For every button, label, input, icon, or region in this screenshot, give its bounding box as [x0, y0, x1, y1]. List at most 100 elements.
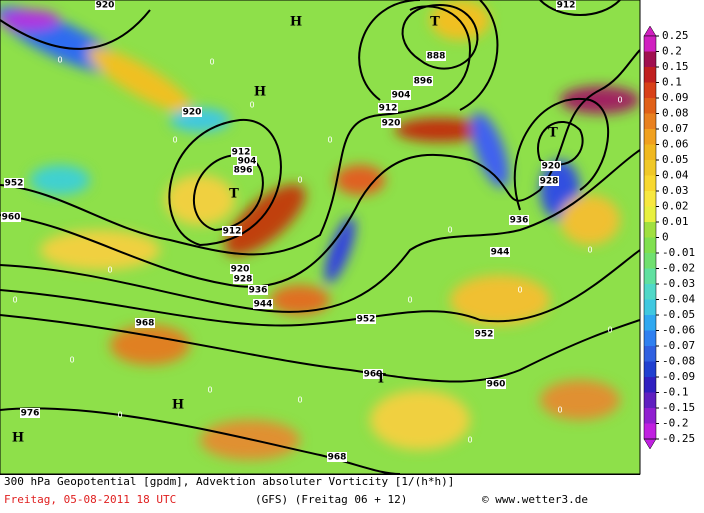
pressure-center: H	[254, 85, 266, 100]
colorbar-swatch	[644, 222, 656, 238]
contour-label: 968	[136, 319, 155, 329]
label-bg	[381, 118, 401, 128]
contour-label: 920	[382, 119, 401, 129]
footer-title: 300 hPa Geopotential [gpdm], Advektion a…	[4, 475, 454, 488]
contour	[0, 9, 151, 50]
label-bg	[135, 318, 155, 328]
label-bg	[556, 0, 576, 10]
contour	[539, 0, 621, 16]
label-bg	[182, 107, 202, 117]
colorbar-swatch	[644, 144, 656, 160]
contour	[0, 49, 640, 288]
label-bg	[4, 178, 24, 188]
contour-label: 0	[107, 266, 112, 275]
colorbar-label: -0.25	[662, 432, 695, 445]
colorbar-swatch	[644, 113, 656, 129]
colorbar-swatch	[644, 268, 656, 284]
contour-label: 936	[249, 286, 268, 296]
contour-label: 0	[447, 226, 452, 235]
label-bg	[413, 76, 433, 86]
colorbar-swatch	[644, 237, 656, 253]
colorbar-label: 0.25	[662, 29, 689, 42]
contour-label: 0	[557, 406, 562, 415]
colorbar-swatch	[644, 315, 656, 331]
contour-label: 0	[327, 136, 332, 145]
pressure-center: T	[548, 126, 558, 141]
colorbar-label: -0.01	[662, 246, 695, 259]
colorbar-label: 0.01	[662, 215, 689, 228]
contour	[0, 407, 401, 474]
colorbar-label: -0.02	[662, 262, 695, 275]
contour-label: 960	[487, 380, 506, 390]
pressure-center: H	[172, 398, 184, 413]
colorbar-swatch	[644, 346, 656, 362]
colorbar-swatch	[644, 51, 656, 67]
footer-credit: © www.wetter3.de	[482, 493, 588, 506]
colorbar-swatch	[644, 284, 656, 300]
colorbar-label: -0.2	[662, 417, 689, 430]
label-bg	[231, 147, 251, 157]
colorbar-swatch	[644, 191, 656, 207]
label-bg	[253, 299, 273, 309]
contour	[401, 3, 479, 70]
pressure-center: T	[376, 372, 386, 387]
colorbar-cap	[643, 438, 657, 450]
colorbar-label: -0.04	[662, 293, 695, 306]
contour	[358, 0, 499, 111]
contour-label: 0	[607, 326, 612, 335]
contour-label: 912	[379, 104, 398, 114]
contour-label: 904	[238, 157, 257, 167]
contour-label: 944	[491, 248, 510, 258]
label-bg	[509, 215, 529, 225]
contour-label: 968	[328, 453, 347, 463]
contour	[0, 5, 472, 256]
colorbar-swatch	[644, 299, 656, 315]
colorbar: 0.25 0.2 0.15 0.1 0.09 0.08 0.07 0.06 0.05 0.04 0.…	[643, 25, 695, 450]
vorticity-field	[0, 0, 640, 460]
label-bg	[327, 452, 347, 462]
label-bg	[541, 161, 561, 171]
contour-label: 888	[427, 52, 446, 62]
label-bg	[237, 156, 257, 166]
colorbar-label: -0.03	[662, 277, 695, 290]
colorbar-swatch	[644, 36, 656, 52]
contour-label: 904	[392, 91, 411, 101]
colorbar-label: -0.06	[662, 324, 695, 337]
colorbar-label: 0.03	[662, 184, 689, 197]
contour-label: 0	[467, 436, 472, 445]
contour-label: 0	[69, 356, 74, 365]
colorbar-swatch	[644, 392, 656, 408]
colorbar-label: 0.2	[662, 45, 682, 58]
footer-date: Freitag, 05-08-2011 18 UTC	[4, 493, 176, 506]
colorbar-label: 0.02	[662, 200, 689, 213]
colorbar-label: 0.04	[662, 169, 689, 182]
label-bg	[363, 369, 383, 379]
contour-label: 0	[587, 246, 592, 255]
contour-label: 0	[57, 56, 62, 65]
contour-label: 928	[234, 275, 253, 285]
colorbar-swatch	[644, 361, 656, 377]
colorbar-swatch	[644, 206, 656, 222]
label-bg	[426, 51, 446, 61]
contour-label: 944	[254, 300, 273, 310]
contour-label: 952	[475, 330, 494, 340]
contour-label: 0	[172, 136, 177, 145]
contour-label: 0	[407, 296, 412, 305]
footer-model: (GFS) (Freitag 06 + 12)	[255, 493, 407, 506]
contour-label: 0	[297, 396, 302, 405]
contour-label: 0	[117, 411, 122, 420]
label-bg	[248, 285, 268, 295]
pressure-center: T	[430, 15, 440, 30]
label-bg	[539, 176, 559, 186]
colorbar-swatch	[644, 423, 656, 439]
contour-label: 896	[234, 166, 253, 176]
contour-label: 0	[209, 58, 214, 67]
contour-label: 952	[357, 315, 376, 325]
contour-label: 0	[207, 386, 212, 395]
map-area: 920920912904896T912920928936944952960968…	[0, 0, 640, 474]
label-bg	[356, 314, 376, 324]
pressure-center: H	[12, 431, 24, 446]
contour-label: 960	[2, 213, 21, 223]
colorbar-cap	[643, 25, 657, 37]
